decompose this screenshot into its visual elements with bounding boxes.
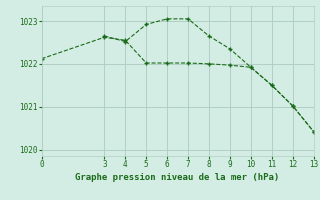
X-axis label: Graphe pression niveau de la mer (hPa): Graphe pression niveau de la mer (hPa) bbox=[76, 173, 280, 182]
